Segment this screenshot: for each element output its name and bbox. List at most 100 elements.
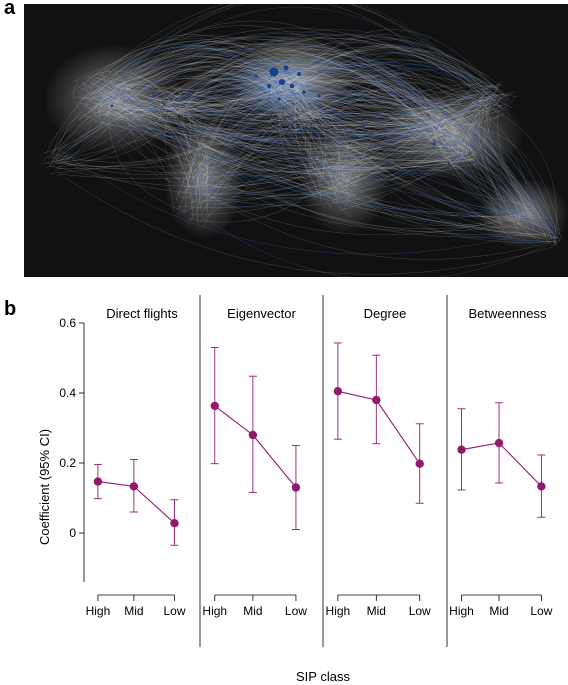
route-path [112,77,250,120]
route-path [62,65,293,160]
route-path [213,93,429,199]
route-path [438,121,463,147]
route-path [112,56,276,92]
route-path [106,75,341,199]
route-path [125,74,296,102]
route-path [81,81,338,178]
route-path [85,105,476,170]
route-path [94,77,185,187]
route-path [109,81,551,236]
route-path [168,94,491,148]
route-path [168,84,564,239]
route-path [293,95,493,136]
route-path [185,62,271,110]
route-path [171,85,271,111]
route-path [311,100,429,128]
route-path [56,120,112,159]
route-path [92,91,446,149]
route-path [109,87,445,131]
route-path [107,79,279,105]
route-path [305,108,522,216]
route-path [98,95,481,153]
route-path [266,95,336,180]
x-tick-label: High [326,604,351,618]
route-path [174,105,292,194]
route-path [320,128,436,173]
x-tick-label: High [86,604,111,618]
route-path [275,38,517,108]
route-path [58,129,89,162]
route-path [70,35,302,95]
route-path [284,79,411,141]
route-path [195,58,424,125]
route-path [73,90,110,99]
route-path [197,89,284,186]
route-path [332,166,517,222]
route-path [509,212,553,235]
route-path [265,82,278,101]
x-tick-label: Low [163,604,185,618]
route-path [331,103,502,170]
route-path [340,202,550,242]
y-tick-label: 0.6 [59,316,76,330]
route-path [57,128,441,179]
route-path [102,98,529,214]
route-path [118,93,549,218]
route-path [104,94,180,108]
route-path [439,102,442,126]
route-path [160,79,306,122]
series-line [214,405,297,488]
route-path [166,100,169,108]
route-path [54,62,546,239]
route-path [185,67,281,187]
facet-degree: Degree High Mid Low [322,295,431,647]
route-path [166,73,276,98]
route-path [199,148,558,239]
route-path [55,75,283,167]
route-path [257,67,442,116]
route-path [175,111,308,133]
route-path [214,95,497,205]
hub-node [317,94,321,98]
route-path [273,80,549,243]
route-path [98,98,547,237]
data-point [333,387,343,396]
map-glow-2 [384,89,524,179]
route-path [193,96,405,172]
route-path [435,116,475,168]
route-path [313,68,476,129]
route-path [290,95,414,128]
route-path [311,99,428,120]
route-path [267,46,497,101]
x-tick-label: High [202,604,227,618]
route-path [181,168,514,239]
route-path [440,137,463,153]
route-path [86,92,182,110]
route-path [330,137,478,183]
route-path [334,178,349,193]
route-path [459,108,478,141]
route-path [293,97,464,156]
x-tick-label: Mid [367,604,386,618]
route-path [90,83,453,127]
route-path [310,108,357,179]
data-point [537,482,546,491]
route-path [436,111,557,239]
route-path [447,130,554,231]
route-path [299,108,456,162]
route-path [200,92,285,101]
route-path [285,86,497,109]
route-path [120,43,526,221]
route-path [296,81,513,101]
route-path [106,102,166,118]
route-path [199,101,270,211]
route-path [436,93,504,133]
route-path [55,118,314,175]
route-path [488,107,557,246]
route-path [196,92,273,196]
route-path [168,94,183,102]
route-path [98,91,524,221]
route-path [532,209,541,216]
route-path [92,31,479,111]
y-axis: 0 0.2 0.4 0.6 [59,316,85,582]
